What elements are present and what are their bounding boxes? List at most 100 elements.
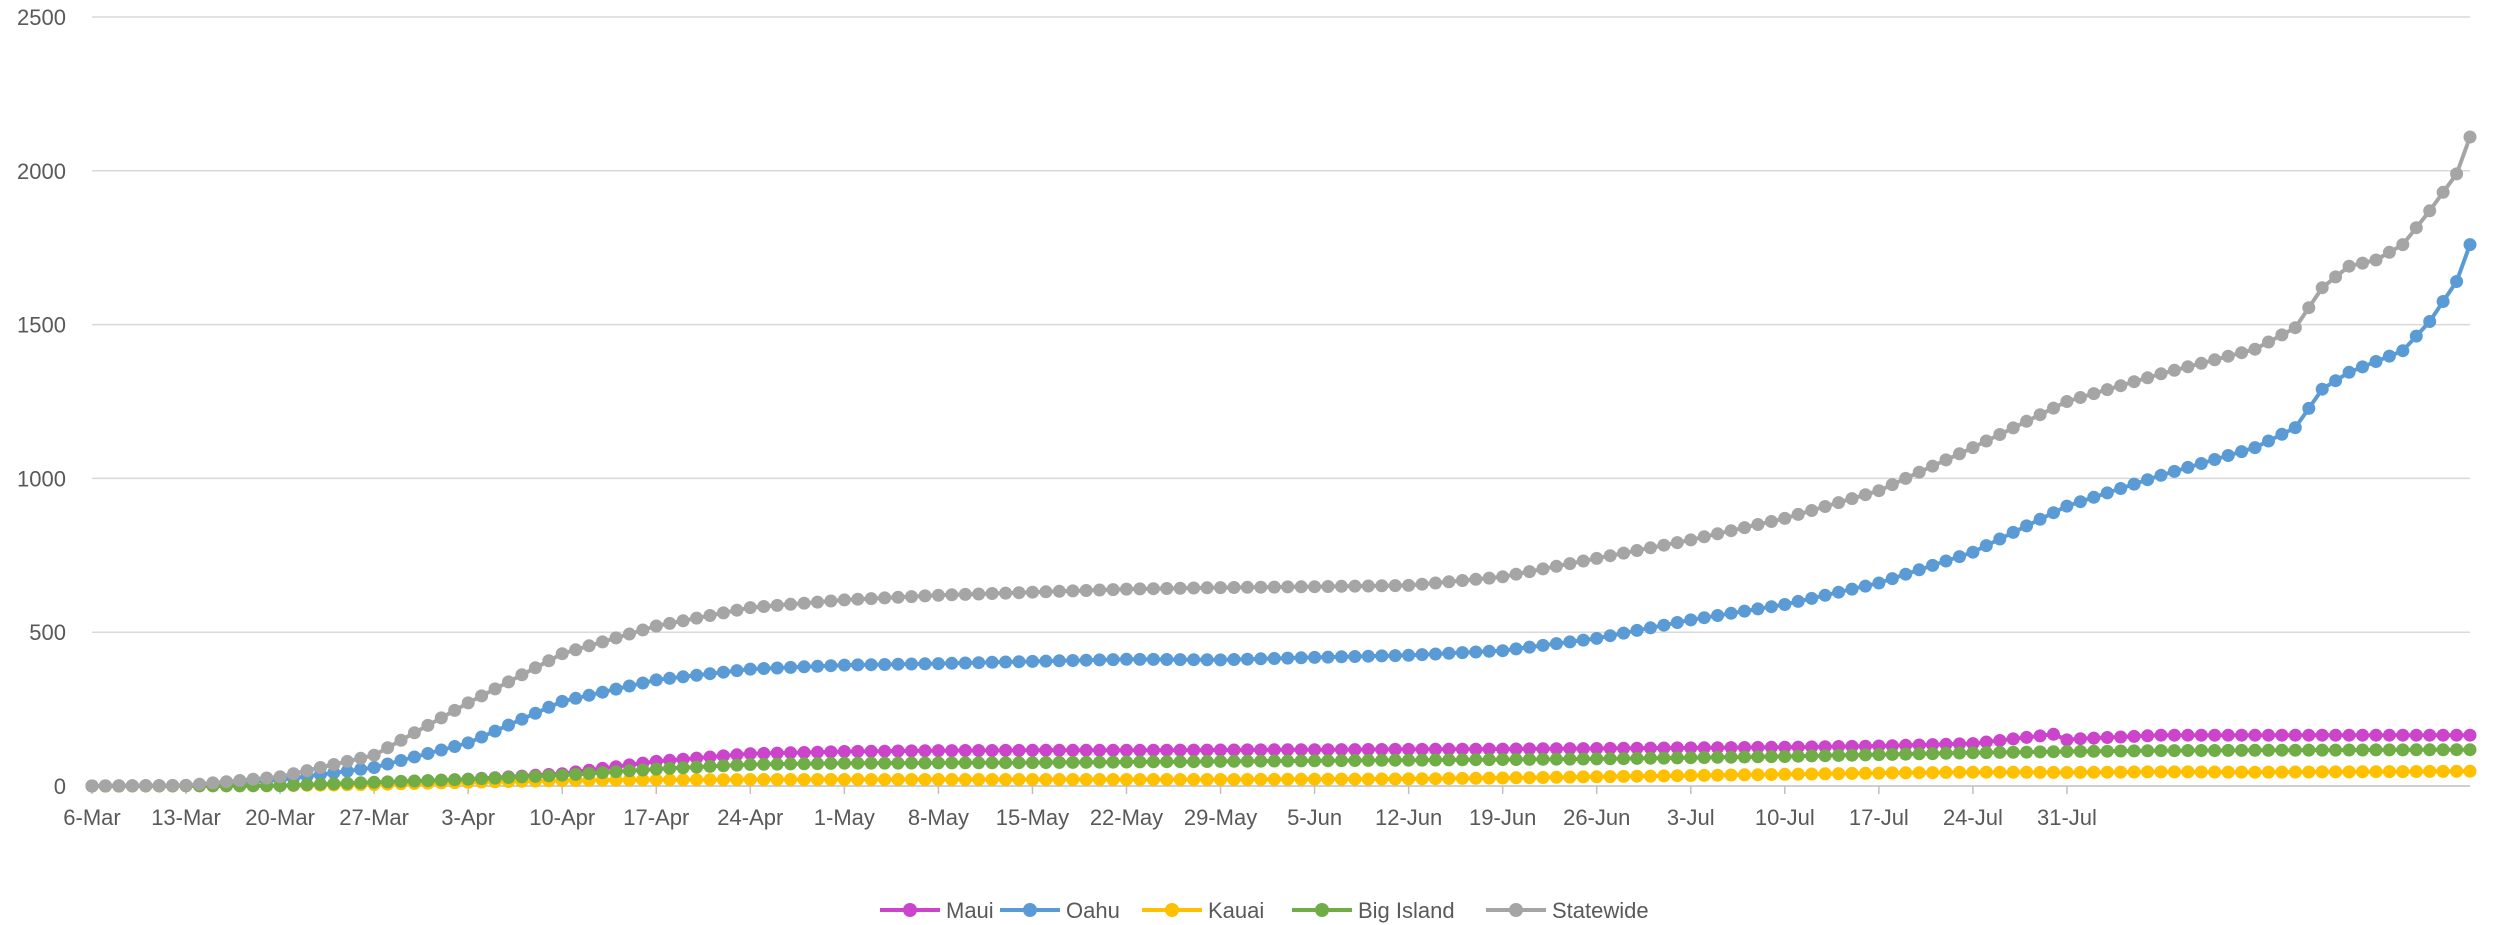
y-tick-label: 500 bbox=[29, 620, 66, 645]
data-point-oahu bbox=[784, 661, 797, 674]
data-point-kauai bbox=[1899, 766, 1912, 779]
data-point-big-island bbox=[878, 757, 891, 770]
data-point-kauai bbox=[1241, 773, 1254, 786]
data-point-oahu bbox=[1738, 605, 1751, 618]
data-point-maui bbox=[2007, 732, 2020, 745]
data-point-oahu bbox=[1859, 580, 1872, 593]
data-point-statewide bbox=[287, 767, 300, 780]
legend-label: Oahu bbox=[1066, 898, 1120, 923]
data-point-statewide bbox=[610, 631, 623, 644]
data-point-statewide bbox=[2329, 270, 2342, 283]
data-point-maui bbox=[2262, 729, 2275, 742]
data-point-statewide bbox=[704, 609, 717, 622]
data-point-big-island bbox=[2423, 743, 2436, 756]
data-point-oahu bbox=[704, 667, 717, 680]
data-point-statewide bbox=[2235, 346, 2248, 359]
legend[interactable]: Maui Oahu Kauai Big Island Statewide bbox=[880, 898, 1649, 923]
data-point-statewide bbox=[1228, 581, 1241, 594]
data-point-kauai bbox=[1442, 772, 1455, 785]
data-point-statewide bbox=[1671, 536, 1684, 549]
data-point-statewide bbox=[1765, 515, 1778, 528]
data-point-oahu bbox=[2450, 275, 2463, 288]
data-point-big-island bbox=[1671, 751, 1684, 764]
x-tick-label: 27-Mar bbox=[339, 805, 409, 830]
data-point-kauai bbox=[1053, 773, 1066, 786]
data-point-kauai bbox=[1778, 768, 1791, 781]
data-point-oahu bbox=[1604, 629, 1617, 642]
data-point-big-island bbox=[1819, 749, 1832, 762]
legend-item-oahu[interactable]: Oahu bbox=[1000, 898, 1120, 923]
data-point-statewide bbox=[314, 761, 327, 774]
data-point-big-island bbox=[1980, 746, 1993, 759]
data-point-oahu bbox=[1442, 647, 1455, 660]
data-point-maui bbox=[1107, 744, 1120, 757]
x-tick-label: 8-May bbox=[908, 805, 969, 830]
data-point-maui bbox=[2450, 729, 2463, 742]
data-point-kauai bbox=[2195, 766, 2208, 779]
data-point-oahu bbox=[1147, 653, 1160, 666]
data-point-big-island bbox=[999, 756, 1012, 769]
data-point-oahu bbox=[1631, 624, 1644, 637]
data-point-oahu bbox=[2275, 428, 2288, 441]
data-point-kauai bbox=[1026, 773, 1039, 786]
data-point-statewide bbox=[475, 689, 488, 702]
data-point-maui bbox=[2074, 732, 2087, 745]
data-point-kauai bbox=[2316, 765, 2329, 778]
legend-label: Maui bbox=[946, 898, 994, 923]
data-point-statewide bbox=[408, 726, 421, 739]
data-point-maui bbox=[2128, 730, 2141, 743]
data-point-statewide bbox=[744, 601, 757, 614]
data-point-kauai bbox=[1966, 766, 1979, 779]
data-point-statewide bbox=[650, 620, 663, 633]
data-point-oahu bbox=[1281, 652, 1294, 665]
legend-item-big-island[interactable]: Big Island bbox=[1292, 898, 1455, 923]
data-point-statewide bbox=[1268, 581, 1281, 594]
data-point-oahu bbox=[2289, 421, 2302, 434]
data-point-big-island bbox=[2114, 745, 2127, 758]
data-point-statewide bbox=[2316, 281, 2329, 294]
data-point-kauai bbox=[1147, 773, 1160, 786]
data-point-kauai bbox=[1765, 768, 1778, 781]
data-point-big-island bbox=[1201, 755, 1214, 768]
data-point-big-island bbox=[1577, 753, 1590, 766]
data-point-oahu bbox=[2114, 482, 2127, 495]
data-point-maui bbox=[2087, 732, 2100, 745]
data-point-statewide bbox=[878, 591, 891, 604]
data-point-statewide bbox=[2343, 260, 2356, 273]
legend-item-maui[interactable]: Maui bbox=[880, 898, 994, 923]
data-point-maui bbox=[1268, 743, 1281, 756]
legend-item-kauai[interactable]: Kauai bbox=[1142, 898, 1264, 923]
data-point-big-island bbox=[1846, 749, 1859, 762]
data-point-big-island bbox=[301, 778, 314, 791]
data-point-kauai bbox=[851, 773, 864, 786]
y-axis: 0 500 1000 1500 2000 2500 bbox=[17, 5, 66, 799]
data-point-kauai bbox=[704, 773, 717, 786]
data-point-oahu bbox=[1778, 598, 1791, 611]
data-point-big-island bbox=[1053, 756, 1066, 769]
data-point-kauai bbox=[1523, 771, 1536, 784]
data-point-oahu bbox=[986, 656, 999, 669]
data-point-oahu bbox=[1577, 634, 1590, 647]
data-point-oahu bbox=[663, 672, 676, 685]
data-point-big-island bbox=[623, 764, 636, 777]
data-point-oahu bbox=[448, 740, 461, 753]
legend-item-statewide[interactable]: Statewide bbox=[1486, 898, 1649, 923]
data-point-big-island bbox=[1644, 752, 1657, 765]
data-point-kauai bbox=[2262, 766, 2275, 779]
data-point-big-island bbox=[1093, 756, 1106, 769]
data-point-maui bbox=[865, 745, 878, 758]
data-point-maui bbox=[2101, 731, 2114, 744]
data-point-big-island bbox=[2060, 745, 2073, 758]
data-point-oahu bbox=[596, 686, 609, 699]
data-point-oahu bbox=[2101, 486, 2114, 499]
data-point-oahu bbox=[1416, 648, 1429, 661]
data-point-statewide bbox=[1160, 582, 1173, 595]
data-point-big-island bbox=[1013, 756, 1026, 769]
data-point-maui bbox=[905, 744, 918, 757]
data-point-statewide bbox=[1308, 580, 1321, 593]
data-point-statewide bbox=[2289, 321, 2302, 334]
data-point-oahu bbox=[1254, 652, 1267, 665]
data-point-kauai bbox=[905, 773, 918, 786]
data-point-kauai bbox=[2074, 766, 2087, 779]
data-point-oahu bbox=[421, 747, 434, 760]
